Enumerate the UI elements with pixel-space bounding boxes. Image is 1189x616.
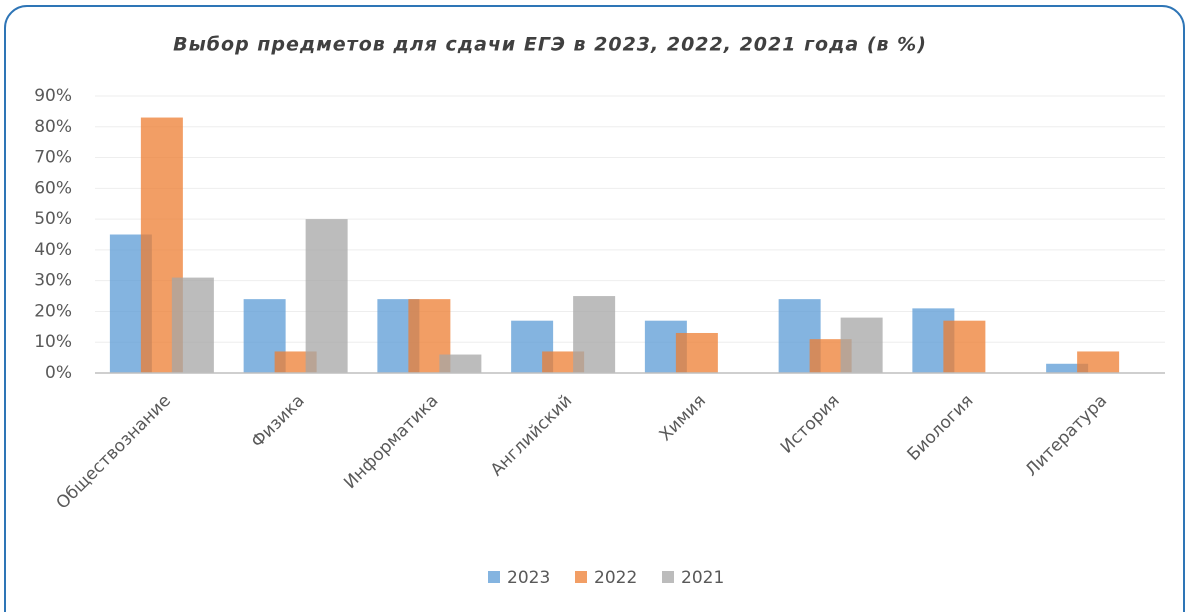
y-tick-label: 60% — [34, 178, 72, 198]
bar — [1077, 351, 1120, 373]
y-tick-label: 50% — [34, 209, 72, 229]
legend-label: 2021 — [681, 568, 724, 588]
y-tick-label: 10% — [34, 332, 72, 352]
legend-label: 2022 — [594, 568, 637, 588]
bar — [840, 317, 883, 373]
y-tick-label: 90% — [34, 86, 72, 106]
legend-label: 2023 — [507, 568, 550, 588]
bar — [171, 277, 214, 373]
legend-swatch — [575, 571, 587, 583]
y-tick-label: 20% — [34, 301, 72, 321]
bar — [675, 332, 718, 373]
bar — [439, 354, 482, 373]
bar — [573, 296, 616, 373]
y-tick-label: 0% — [45, 363, 72, 383]
y-tick-label: 30% — [34, 271, 72, 291]
chart-title: Выбор предметов для сдачи ЕГЭ в 2023, 20… — [173, 34, 927, 56]
legend-swatch — [662, 571, 674, 583]
y-tick-label: 80% — [34, 117, 72, 137]
legend-swatch — [488, 571, 500, 583]
bar — [943, 320, 986, 373]
y-tick-label: 70% — [34, 148, 72, 168]
bar — [305, 219, 348, 373]
bar — [1046, 363, 1089, 373]
y-tick-label: 40% — [34, 240, 72, 260]
